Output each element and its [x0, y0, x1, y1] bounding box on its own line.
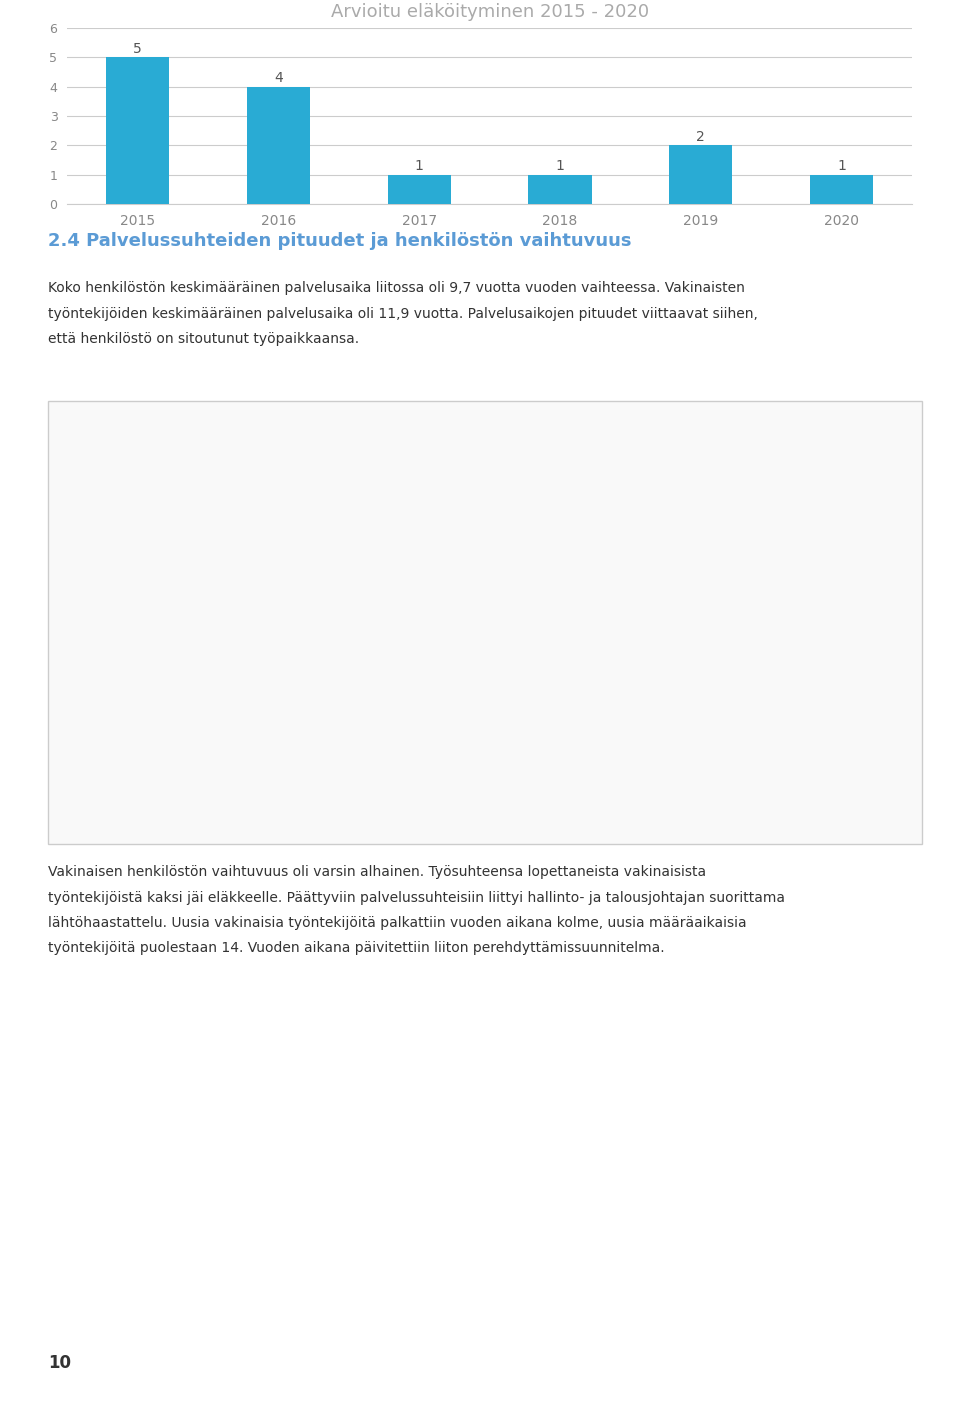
Text: 1: 1	[556, 159, 564, 173]
Bar	[595, 670, 635, 767]
Bar	[263, 488, 302, 767]
Text: 16: 16	[386, 557, 401, 570]
Text: 5: 5	[133, 42, 142, 56]
Bar	[485, 658, 523, 767]
Text: 10: 10	[48, 1354, 71, 1372]
Text: 8: 8	[611, 653, 619, 667]
Text: 9: 9	[500, 642, 508, 654]
Text: lähtöhaastattelu. Uusia vakinaisia työntekijöitä palkattiin vuoden aikana kolme,: lähtöhaastattelu. Uusia vakinaisia työnt…	[48, 916, 747, 930]
Title: Arvioitu eläköityminen 2015 - 2020: Arvioitu eläköityminen 2015 - 2020	[330, 3, 649, 21]
Text: 8: 8	[130, 653, 137, 667]
Bar	[810, 174, 874, 204]
Bar	[335, 730, 374, 767]
Text: 4: 4	[274, 72, 283, 86]
Bar	[528, 174, 591, 204]
Text: 3: 3	[350, 713, 359, 727]
Bar	[817, 730, 855, 767]
Text: Koko henkilöstön keskimääräinen palvelusaika liitossa oli 9,7 vuotta vuoden vaih: Koko henkilöstön keskimääräinen palvelus…	[48, 281, 745, 295]
Text: että henkilöstö on sitoutunut työpaikkaansa.: että henkilöstö on sitoutunut työpaikkaa…	[48, 332, 359, 346]
Text: 1: 1	[415, 159, 423, 173]
Legend: Määräaikaiset, Vakinaiset: Määräaikaiset, Vakinaiset	[364, 802, 606, 826]
Bar	[225, 658, 263, 767]
Bar	[247, 87, 310, 204]
Text: 1: 1	[837, 159, 846, 173]
Text: Vakinaisen henkilöstön vaihtuvuus oli varsin alhainen. Työsuhteensa lopettaneist: Vakinaisen henkilöstön vaihtuvuus oli va…	[48, 865, 707, 879]
Text: 2: 2	[168, 726, 176, 739]
Text: 23: 23	[275, 471, 291, 485]
Bar	[374, 573, 413, 767]
Text: 2.4 Palvelussuhteiden pituudet ja henkilöstön vaihtuvuus: 2.4 Palvelussuhteiden pituudet ja henkil…	[48, 232, 632, 250]
Bar	[106, 58, 169, 204]
Text: 2: 2	[696, 129, 706, 144]
Bar	[388, 174, 451, 204]
Text: 3: 3	[832, 713, 840, 727]
Text: 3: 3	[683, 713, 690, 727]
Text: työntekijöitä puolestaan 14. Vuoden aikana päivitettiin liiton perehdyttämissuun: työntekijöitä puolestaan 14. Vuoden aika…	[48, 941, 664, 955]
Bar	[114, 670, 153, 767]
Text: työntekijöistä kaksi jäi eläkkeelle. Päättyviin palvelussuhteisiin liittyi halli: työntekijöistä kaksi jäi eläkkeelle. Pää…	[48, 891, 785, 905]
Bar	[153, 743, 192, 767]
Title: Palvelussuhteiden pituudet 31.12.: Palvelussuhteiden pituudet 31.12.	[348, 442, 622, 456]
Text: 9: 9	[240, 642, 248, 654]
Bar	[667, 730, 707, 767]
Bar	[669, 145, 732, 204]
Text: työntekijöiden keskimääräinen palvelusaika oli 11,9 vuotta. Palvelusaikojen pitu: työntekijöiden keskimääräinen palvelusai…	[48, 307, 757, 321]
